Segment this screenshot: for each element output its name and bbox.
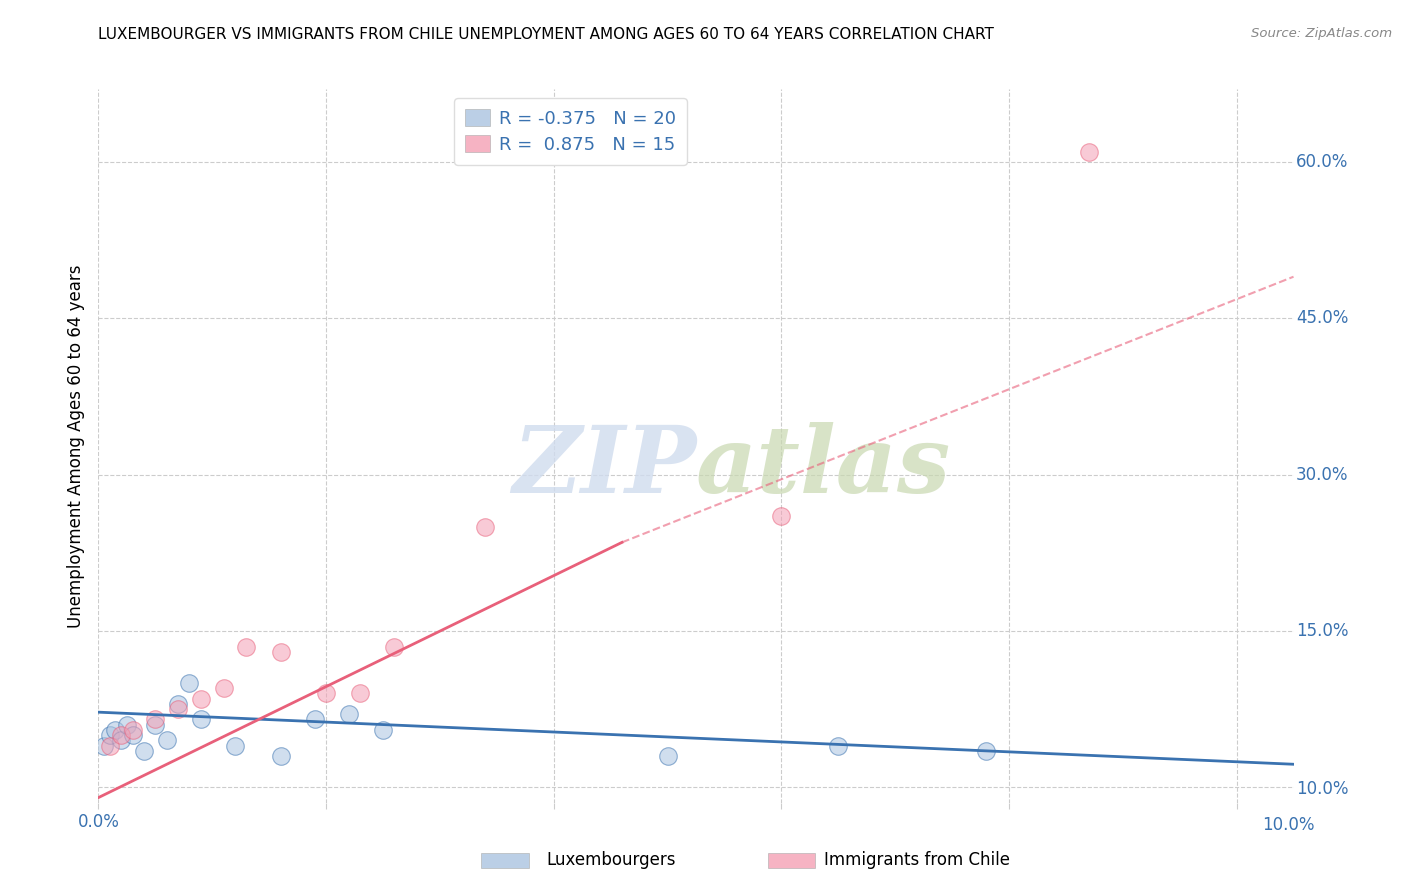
Point [349,686,371,700]
Y-axis label: Unemployment Among Ages 60 to 64 years: Unemployment Among Ages 60 to 64 years [66,264,84,628]
Point [1077,145,1099,159]
Text: atlas: atlas [696,423,952,512]
Point [304,713,326,727]
Text: ZIP: ZIP [512,423,696,512]
Point [110,728,132,742]
Point [121,728,143,742]
Point [143,717,166,731]
Point [382,640,405,654]
Text: LUXEMBOURGER VS IMMIGRANTS FROM CHILE UNEMPLOYMENT AMONG AGES 60 TO 64 YEARS COR: LUXEMBOURGER VS IMMIGRANTS FROM CHILE UN… [98,27,994,42]
Point [270,748,292,763]
Point [827,739,849,753]
Point [337,707,360,722]
Point [132,744,155,758]
Point [474,520,496,534]
Text: 30.0%: 30.0% [1296,466,1348,483]
Point [974,744,997,758]
Point [156,733,179,747]
FancyBboxPatch shape [768,853,815,869]
Point [98,739,121,753]
Text: 15.0%: 15.0% [1296,622,1348,640]
Point [143,713,166,727]
Point [98,728,121,742]
Point [315,686,337,700]
Point [121,723,143,737]
Legend: R = -0.375   N = 20, R =  0.875   N = 15: R = -0.375 N = 20, R = 0.875 N = 15 [454,98,688,165]
Point [657,748,679,763]
Point [371,723,394,737]
Point [93,739,115,753]
Point [212,681,235,696]
Point [770,509,793,524]
Point [115,717,138,731]
Text: Luxembourgers: Luxembourgers [547,851,676,869]
Point [104,723,127,737]
Point [235,640,257,654]
Text: 10.0%: 10.0% [1296,780,1348,797]
FancyBboxPatch shape [481,853,529,869]
Point [110,733,132,747]
Point [167,697,190,711]
Point [190,691,212,706]
Point [179,676,201,690]
Text: 60.0%: 60.0% [1296,153,1348,171]
Text: Immigrants from Chile: Immigrants from Chile [824,851,1010,869]
Text: 10.0%: 10.0% [1263,816,1315,834]
Point [167,702,190,716]
Point [190,713,212,727]
Text: Source: ZipAtlas.com: Source: ZipAtlas.com [1251,27,1392,40]
Point [270,645,292,659]
Text: 45.0%: 45.0% [1296,310,1348,327]
Point [224,739,246,753]
